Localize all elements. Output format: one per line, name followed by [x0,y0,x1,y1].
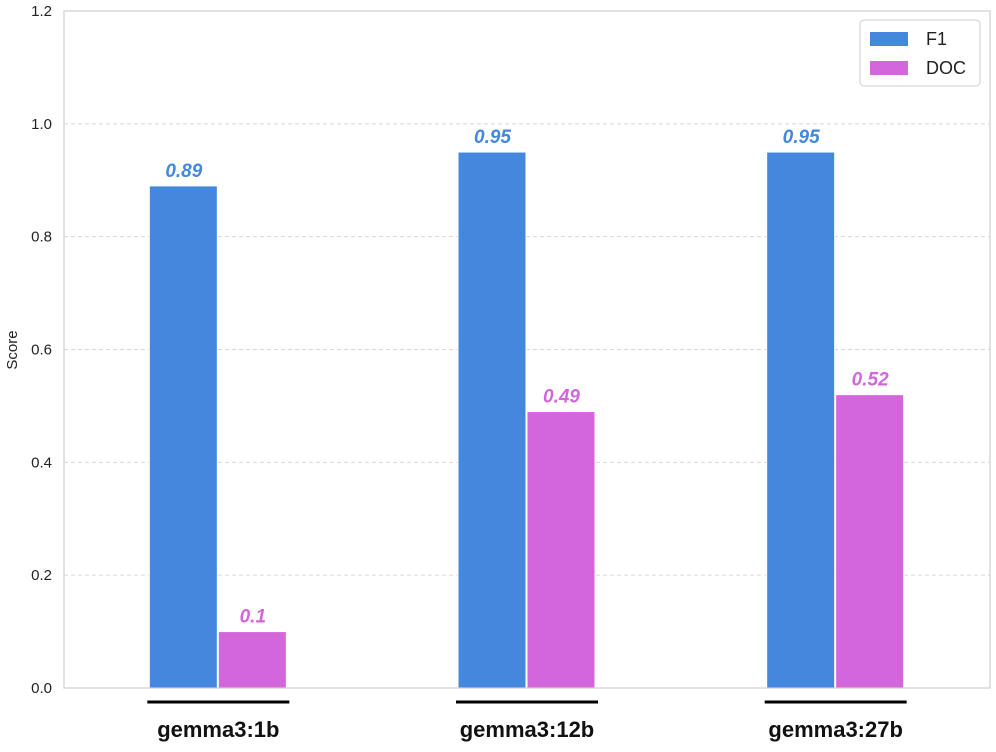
data-label: 0.95 [783,127,820,148]
bar-f1-1 [457,151,527,689]
legend: F1 DOC [859,19,981,87]
legend-label-f1: F1 [926,29,947,49]
x-tick-label: gemma3:1b [157,717,279,742]
data-label: 0.52 [852,370,889,391]
x-axis: gemma3:1b gemma3:12b gemma3:27b [147,700,907,742]
data-label: 0.49 [543,387,580,408]
plot-border [63,10,991,689]
data-label: 0.89 [165,161,202,182]
data-label: 0.1 [240,607,266,628]
bar-f1-0 [148,185,218,689]
y-tick-label: 0.0 [31,680,52,697]
data-labels: 0.89 0.95 0.95 0.1 0.49 0.52 [165,127,889,628]
bar-f1-2 [766,151,836,689]
x-tick-label: gemma3:12b [460,717,595,742]
y-tick-label: 0.4 [31,454,52,471]
y-tick-label: 1.2 [31,3,52,20]
bar-doc-2 [835,394,905,689]
legend-label-doc: DOC [926,58,966,78]
y-tick-label: 0.2 [31,567,52,584]
y-tick-label: 0.6 [31,342,52,359]
data-label: 0.95 [474,127,511,148]
legend-swatch-f1 [870,32,908,46]
legend-swatch-doc [870,61,908,75]
bars-layer [148,151,905,689]
y-tick-label: 1.0 [31,116,52,133]
y-axis: 0.0 0.2 0.4 0.6 0.8 1.0 1.2 [31,3,52,697]
x-tick-label: gemma3:27b [768,717,903,742]
y-tick-label: 0.8 [31,229,52,246]
bar-doc-1 [526,411,596,689]
plot-frame [63,10,991,689]
bar-doc-0 [217,631,287,689]
y-axis-label: Score [4,330,21,369]
